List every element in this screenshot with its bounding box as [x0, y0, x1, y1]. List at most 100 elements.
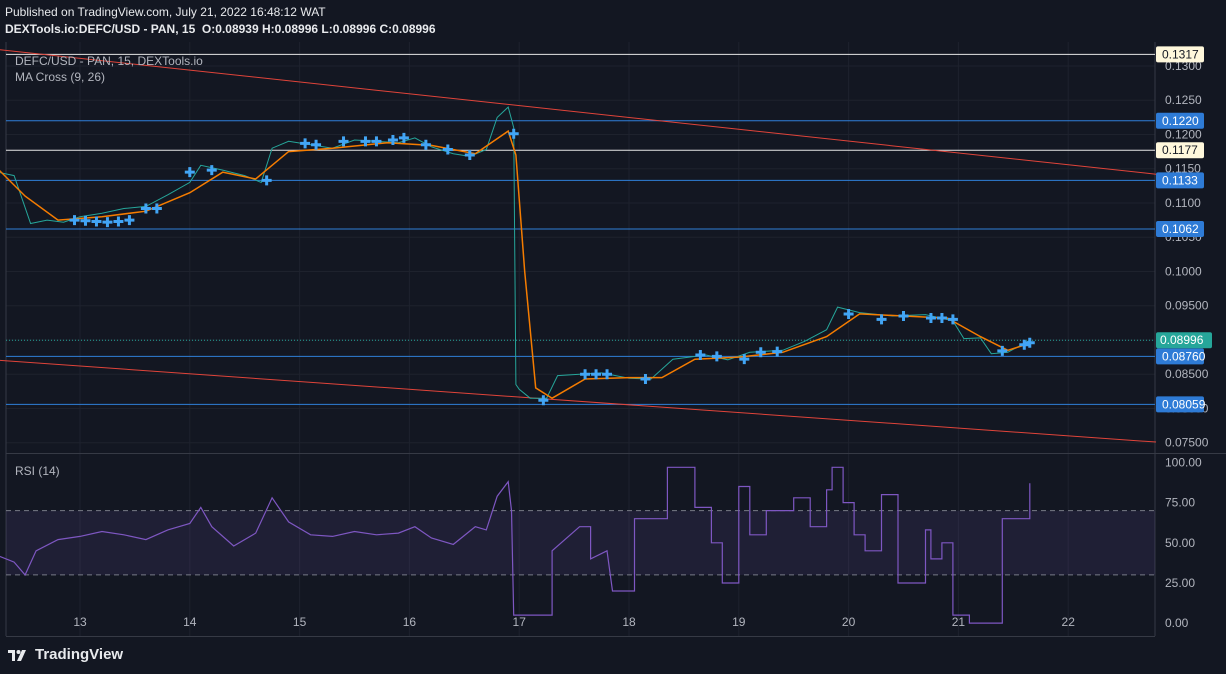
level-badge: [1156, 348, 1204, 365]
open-value: 0.08939: [215, 22, 259, 36]
low-label: L:: [321, 22, 333, 36]
ma-cross-marker: [538, 395, 549, 406]
time-tick-label: 17: [513, 615, 527, 629]
rsi-tick-label: 75.00: [1165, 496, 1195, 510]
ma-cross-marker: [398, 132, 409, 143]
price-axis[interactable]: 0.13000.12500.12000.11500.11000.10500.10…: [1156, 46, 1212, 630]
ma-cross-marker: [591, 369, 602, 380]
ma-cross-marker: [739, 354, 750, 365]
legend-symbol: DEFC/USD - PAN, 15, DEXTools.io: [15, 54, 203, 68]
ma-cross-marker: [311, 139, 322, 150]
time-tick-label: 22: [1062, 615, 1076, 629]
ma-cross-marker: [184, 167, 195, 178]
ma-cross-marker: [360, 136, 371, 147]
price-tick-label: 0.1200: [1165, 127, 1202, 141]
trendline-lower: [0, 359, 1157, 443]
low-value: 0.08996: [332, 22, 377, 36]
rsi-tick-label: 25.00: [1165, 576, 1195, 590]
fast-ma-line: [0, 106, 1031, 399]
ma-cross-marker: [300, 138, 311, 149]
last-price-label: 0.08996: [1160, 333, 1204, 347]
price-tick-label: 0.07500: [1165, 436, 1209, 450]
time-tick-label: 21: [952, 615, 966, 629]
horizontal-levels[interactable]: [6, 53, 1155, 405]
high-label: H:: [262, 22, 275, 36]
ma-cross-marker: [936, 313, 947, 324]
chart-frame: [5, 42, 1226, 637]
ma-cross-marker: [580, 369, 591, 380]
ma-cross-marker: [997, 345, 1008, 356]
time-axis[interactable]: 13 14 15 16 17 18 19 20 21 22: [73, 615, 1075, 629]
level-badge: [1156, 112, 1204, 129]
level-badge-label: 0.1133: [1162, 173, 1198, 187]
last-price-badge: [1156, 332, 1212, 349]
ma-cross-marker: [113, 216, 124, 227]
ma-cross-marker: [371, 136, 382, 147]
price-tick-label: 0.1300: [1165, 59, 1202, 73]
slow-ma-line: [0, 129, 1031, 400]
rsi-tick-label: 100.00: [1165, 455, 1202, 469]
ma-cross-marker: [338, 136, 349, 147]
level-badge: [1156, 46, 1204, 63]
close-value: 0.08996: [392, 22, 436, 36]
open-label: O:: [201, 22, 216, 36]
rsi-line: [0, 466, 1031, 624]
tradingview-logo[interactable]: TradingView: [7, 646, 123, 663]
ma-cross-marker: [1024, 337, 1035, 348]
brand-name: TradingView: [35, 646, 124, 663]
legend-rsi: RSI (14): [15, 464, 60, 478]
level-badge-label: 0.08760: [1162, 349, 1206, 363]
rsi-band-fill: [6, 510, 1155, 575]
level-badge: [1156, 172, 1204, 189]
trendlines[interactable]: [0, 49, 1157, 443]
level-badge-label: 0.1062: [1162, 222, 1199, 236]
ma-cross-marker: [925, 313, 936, 324]
legend-ma-cross: MA Cross (9, 26): [15, 70, 105, 84]
ma-cross-marker: [151, 203, 162, 214]
level-badge-label: 0.08059: [1162, 397, 1206, 411]
trendline-upper: [0, 49, 1157, 175]
ma-cross-marker: [124, 215, 135, 226]
ma-cross-marker: [206, 165, 217, 176]
time-tick-label: 19: [732, 615, 746, 629]
time-tick-label: 14: [183, 615, 197, 629]
level-badge-label: 0.1177: [1162, 143, 1198, 157]
time-tick-label: 16: [403, 615, 417, 629]
ma-cross-marker: [69, 215, 80, 226]
ma-cross-marker: [695, 350, 706, 361]
ma-cross-marker: [711, 351, 722, 362]
ma-cross-marker: [140, 203, 151, 214]
ma-cross-marker: [464, 150, 475, 161]
rsi-band: [6, 510, 1155, 576]
ma-cross-marker: [602, 369, 613, 380]
price-tick-label: 0.08500: [1165, 367, 1209, 381]
symbol-line: DEXTools.io:DEFC/USD - PAN, 15: [5, 22, 196, 36]
ma-cross-marker: [772, 346, 783, 357]
price-tick-label: 0.1100: [1165, 196, 1201, 210]
ma-cross-marker: [755, 347, 766, 358]
ma-cross-markers: [69, 128, 1035, 406]
published-caption: Published on TradingView.com, July 21, 2…: [5, 5, 326, 19]
price-tick-label: 0.09500: [1165, 299, 1209, 313]
close-label: C:: [379, 22, 393, 36]
tradingview-logo-icon: [8, 649, 26, 661]
ma-cross-marker: [843, 308, 854, 319]
ma-cross-marker: [420, 139, 431, 150]
ma-cross-marker: [640, 374, 651, 385]
ma-cross-marker: [102, 217, 113, 228]
time-tick-label: 15: [293, 615, 307, 629]
time-tick-label: 20: [842, 615, 856, 629]
level-badge: [1156, 142, 1204, 159]
chart-legend: DEFC/USD - PAN, 15, DEXTools.io MA Cross…: [15, 54, 203, 478]
level-badge-label: 0.1220: [1162, 114, 1199, 128]
rsi-tick-label: 50.00: [1165, 536, 1195, 550]
ma-cross-marker: [91, 216, 102, 227]
rsi-tick-label: 0.00: [1165, 616, 1189, 630]
ma-cross-marker: [947, 314, 958, 325]
ma-cross-marker: [898, 311, 909, 321]
time-tick-label: 18: [622, 615, 636, 629]
price-tick-label: 0.1250: [1165, 93, 1202, 107]
ma-cross-marker: [876, 314, 887, 325]
ma-cross-marker: [387, 134, 398, 145]
